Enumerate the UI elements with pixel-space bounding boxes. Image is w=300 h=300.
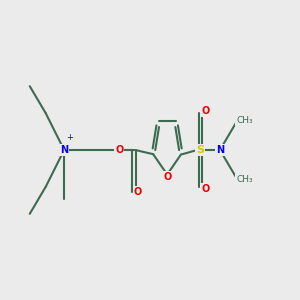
Text: CH₃: CH₃: [236, 116, 253, 125]
Text: O: O: [115, 145, 124, 155]
Text: N: N: [216, 145, 224, 155]
Text: O: O: [201, 184, 209, 194]
Text: O: O: [134, 187, 142, 197]
Text: N: N: [60, 145, 68, 155]
Text: +: +: [66, 133, 73, 142]
Text: O: O: [163, 172, 171, 182]
Text: S: S: [196, 145, 204, 155]
Text: CH₃: CH₃: [236, 175, 253, 184]
Text: O: O: [201, 106, 209, 116]
